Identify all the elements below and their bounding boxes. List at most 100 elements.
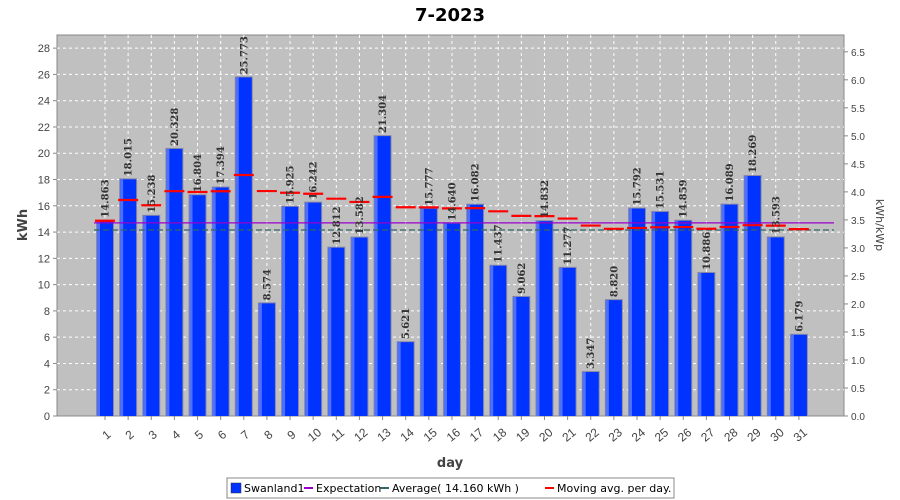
bar-value-label: 16.089	[725, 163, 736, 201]
x-tick-label: 9	[284, 427, 298, 442]
chart-title: 7-2023	[415, 5, 485, 26]
bar	[351, 237, 368, 416]
x-tick-label: 22	[583, 425, 602, 445]
bar-highlight	[351, 237, 355, 416]
bar	[97, 220, 113, 416]
x-tick-label: 17	[467, 425, 486, 445]
bar	[189, 195, 206, 416]
y-tick-label: 22	[38, 122, 50, 134]
y-tick-label: 26	[38, 69, 50, 81]
bar	[235, 77, 252, 416]
bar-value-label: 11.277	[563, 227, 574, 265]
bars	[96, 76, 808, 417]
x-tick-label: 8	[261, 427, 275, 442]
y-tick-label: 14	[38, 227, 50, 239]
x-tick-label: 7	[238, 427, 252, 442]
bar	[328, 247, 345, 416]
bar-highlight	[767, 237, 771, 416]
bar	[652, 211, 669, 416]
legend-label: Expectation	[316, 482, 381, 495]
bar-highlight	[467, 204, 471, 416]
bar-value-label: 13.593	[771, 196, 782, 234]
bar	[305, 202, 322, 416]
bar-highlight	[675, 220, 679, 416]
x-tick-label: 29	[744, 425, 763, 445]
bar-highlight	[374, 136, 378, 417]
x-tick-label: 20	[536, 425, 555, 445]
x-tick-label: 31	[791, 425, 810, 445]
y2-tick-label: 0.5	[851, 384, 865, 395]
bar-highlight	[305, 202, 309, 416]
bar-value-label: 13.582	[355, 196, 366, 234]
bar	[628, 208, 645, 416]
x-tick-label: 27	[698, 425, 717, 445]
bar-value-label: 20.328	[170, 108, 181, 146]
bar-highlight	[744, 175, 748, 416]
y-axis-title: kWh	[16, 209, 31, 241]
bar	[143, 215, 160, 416]
y2-tick-label: 3.0	[851, 244, 865, 255]
x-tick-label: 13	[374, 425, 393, 445]
bar-highlight	[628, 208, 632, 416]
bar	[698, 272, 715, 416]
bar-highlight	[698, 272, 702, 416]
bar	[536, 221, 553, 416]
y2-tick-label: 2.0	[851, 300, 865, 311]
legend-box	[226, 477, 675, 499]
x-tick-label: 25	[652, 425, 671, 445]
x-tick-label: 28	[721, 425, 740, 445]
x-tick-label: 26	[675, 425, 694, 445]
y2-tick-label: 0.0	[851, 412, 865, 423]
x-tick-label: 4	[169, 427, 183, 442]
bar-highlight	[189, 195, 193, 416]
bar	[767, 237, 784, 416]
bar	[420, 208, 437, 416]
legend-swatch-bar	[230, 482, 242, 494]
bar-highlight	[536, 221, 540, 416]
bar-highlight	[582, 372, 586, 416]
legend: Swanland1 Expectation Average( 14.160 kWh …	[226, 477, 675, 499]
x-tick-label: 24	[629, 425, 648, 445]
y-tick-label: 8	[44, 306, 50, 318]
bar-highlight	[328, 247, 332, 416]
x-tick-label: 23	[606, 425, 625, 445]
bar	[212, 187, 229, 416]
bar-highlight	[420, 208, 424, 416]
x-tick-label: 3	[146, 427, 160, 442]
bar-value-label: 15.792	[632, 167, 643, 205]
bar-value-label: 21.304	[378, 95, 389, 133]
y-tick-label: 4	[44, 358, 50, 370]
x-axis-title: day	[437, 456, 464, 471]
y2-axis-title: kWh/kWp	[873, 199, 886, 251]
bar	[605, 300, 622, 416]
bar-value-label: 9.062	[517, 263, 528, 294]
y-tick-label: 2	[44, 385, 50, 397]
bar-value-label: 14.863	[101, 179, 112, 217]
bar-highlight	[790, 334, 794, 416]
bar	[490, 265, 507, 416]
y2-tick-label: 1.0	[851, 356, 865, 367]
bar-value-label: 15.925	[286, 165, 297, 203]
bar-value-label: 5.621	[401, 308, 412, 339]
bar	[258, 303, 275, 416]
bar-value-label: 25.773	[239, 36, 250, 74]
bar-value-label: 8.820	[609, 266, 620, 297]
y-tick-label: 6	[44, 332, 50, 344]
bar-value-label: 16.242	[309, 161, 320, 199]
bar-highlight	[513, 296, 517, 416]
bar-labels: 14.863 18.015 15.238 20.328 16.804 17.394 25.7…	[101, 36, 806, 369]
bar-value-label: 15.238	[147, 174, 158, 212]
bar-value-label: 15.531	[656, 171, 667, 209]
bar	[467, 204, 484, 416]
bar-highlight	[652, 211, 656, 416]
bar	[675, 220, 692, 416]
x-tick-label: 16	[444, 425, 463, 445]
y-tick-label: 28	[38, 43, 50, 55]
y2-tick-label: 4.5	[851, 160, 865, 171]
bar-highlight	[443, 223, 447, 416]
bar	[559, 267, 576, 416]
bar	[513, 296, 530, 416]
bar-highlight	[605, 300, 609, 416]
